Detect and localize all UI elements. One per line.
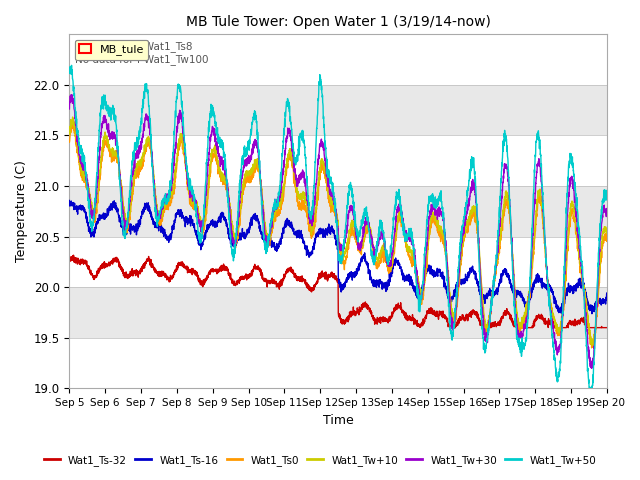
Bar <box>69 135 607 186</box>
Y-axis label: Temperature (C): Temperature (C) <box>15 160 28 262</box>
Bar <box>69 186 607 237</box>
Bar <box>69 85 607 135</box>
Legend: Wat1_Ts-32, Wat1_Ts-16, Wat1_Ts0, Wat1_Tw+10, Wat1_Tw+30, Wat1_Tw+50: Wat1_Ts-32, Wat1_Ts-16, Wat1_Ts0, Wat1_T… <box>40 451 600 470</box>
Bar <box>69 237 607 287</box>
Legend: MB_tule: MB_tule <box>75 40 148 60</box>
X-axis label: Time: Time <box>323 414 353 427</box>
Bar <box>69 338 607 388</box>
Text: No data for f Wat1_Ts8
No data for f Wat1_Tw100: No data for f Wat1_Ts8 No data for f Wat… <box>75 41 208 65</box>
Bar <box>69 287 607 338</box>
Title: MB Tule Tower: Open Water 1 (3/19/14-now): MB Tule Tower: Open Water 1 (3/19/14-now… <box>186 15 491 29</box>
Bar <box>69 35 607 85</box>
